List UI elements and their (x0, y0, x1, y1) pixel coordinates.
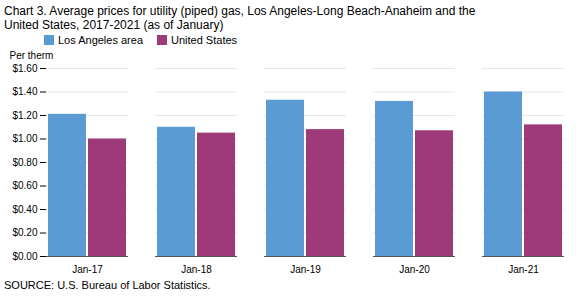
svg-text:Jan-19: Jan-19 (290, 264, 321, 275)
svg-text:Per therm: Per therm (10, 50, 54, 61)
svg-text:$0.40: $0.40 (12, 204, 37, 215)
html-text:United States: United States (171, 34, 238, 46)
svg-text:$1.40: $1.40 (12, 86, 37, 97)
html-text:United States, 2017-2021 (as o: United States, 2017-2021 (as of January) (4, 18, 224, 32)
svg-text:Jan-20: Jan-20 (399, 264, 430, 275)
svg-text:$1.60: $1.60 (12, 63, 37, 74)
html-text:Los Angeles area: Los Angeles area (58, 34, 143, 46)
svg-text:$0.60: $0.60 (12, 180, 37, 191)
html-text:Chart 3. Average prices for ut: Chart 3. Average prices for utility (pip… (4, 4, 476, 18)
svg-text:$0.80: $0.80 (12, 157, 37, 168)
svg-text:$1.00: $1.00 (12, 133, 37, 144)
svg-text:Jan-17: Jan-17 (72, 264, 103, 275)
svg-text:$0.20: $0.20 (12, 227, 37, 238)
svg-text:Jan-18: Jan-18 (181, 264, 212, 275)
svg-text:$0.00: $0.00 (12, 251, 37, 262)
svg-text:Jan-21: Jan-21 (508, 264, 539, 275)
svg-text:$1.20: $1.20 (12, 110, 37, 121)
html-text:SOURCE: U.S. Bureau of Labor S: SOURCE: U.S. Bureau of Labor Statistics. (4, 279, 211, 291)
